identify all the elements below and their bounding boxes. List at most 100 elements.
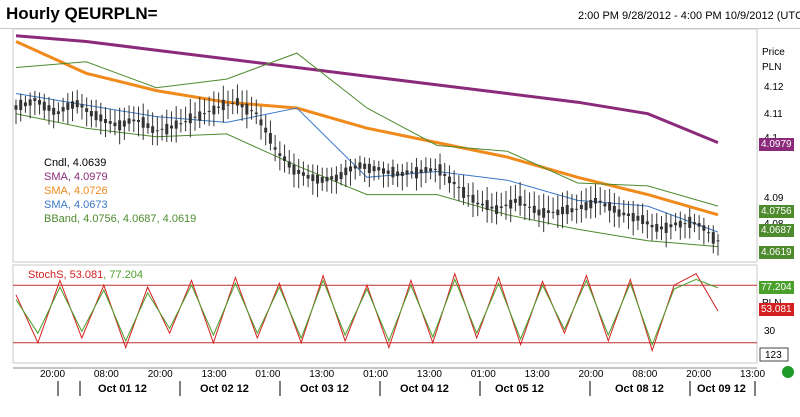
candle-body bbox=[650, 224, 654, 228]
candle-body bbox=[669, 224, 673, 228]
legend-sma-3: SMA, 4.0673 bbox=[44, 199, 108, 211]
candle-body bbox=[165, 123, 169, 135]
candle-body bbox=[235, 98, 239, 106]
candle-body bbox=[104, 119, 108, 124]
candle-body bbox=[155, 130, 159, 132]
candle-body bbox=[584, 202, 588, 211]
candle-body bbox=[94, 111, 98, 121]
candle-body bbox=[391, 166, 395, 178]
x-tick-time: 01:00 bbox=[471, 369, 496, 380]
candle-body bbox=[424, 167, 428, 173]
candle-body bbox=[674, 222, 678, 226]
candle-body bbox=[99, 114, 103, 122]
candle-body bbox=[118, 120, 122, 131]
candle-body bbox=[349, 166, 353, 172]
candle-body bbox=[193, 116, 197, 118]
candle-body bbox=[132, 119, 136, 122]
x-tick-day: Oct 05 12 bbox=[495, 383, 544, 395]
candle-body bbox=[419, 169, 423, 174]
candle-body bbox=[509, 199, 513, 209]
price-plot bbox=[14, 34, 720, 256]
tag-bband-lower: 4.0619 bbox=[759, 246, 794, 259]
candle-body bbox=[579, 204, 583, 210]
candle-body bbox=[221, 99, 225, 111]
candle-body bbox=[339, 172, 343, 180]
candle-body bbox=[678, 220, 682, 228]
sma-1-line bbox=[15, 34, 719, 144]
candle-body bbox=[537, 209, 541, 216]
candle-body bbox=[372, 166, 376, 172]
candle-body bbox=[14, 105, 18, 110]
status-indicator-icon bbox=[782, 366, 794, 378]
candle-body bbox=[655, 224, 659, 232]
sma-2-line bbox=[15, 40, 719, 217]
stoch-k-line bbox=[15, 272, 719, 353]
candle-body bbox=[179, 123, 183, 125]
stoch-panel-frame bbox=[12, 264, 758, 364]
candle-body bbox=[273, 147, 277, 150]
x-tick-time: 20:00 bbox=[578, 369, 603, 380]
candle-body bbox=[405, 170, 409, 175]
candle-body bbox=[707, 232, 711, 234]
tag-stoch-d: 77.204 bbox=[759, 281, 794, 294]
candle-body bbox=[198, 111, 202, 121]
y-axis-currency-label: PLN bbox=[762, 62, 781, 73]
candle-body bbox=[358, 162, 362, 169]
candle-body bbox=[702, 225, 706, 231]
candle-body bbox=[513, 198, 517, 203]
x-tick-day: Oct 03 12 bbox=[300, 383, 349, 395]
candle-body bbox=[476, 202, 480, 205]
x-tick-time: 13:00 bbox=[417, 369, 442, 380]
candle-body bbox=[523, 203, 527, 206]
price-panel-frame bbox=[12, 28, 758, 263]
candle-body bbox=[108, 121, 112, 124]
candle-body bbox=[697, 223, 701, 227]
candle-body bbox=[23, 102, 27, 107]
candle-body bbox=[664, 222, 668, 233]
candle-body bbox=[353, 165, 357, 169]
candle-body bbox=[556, 209, 560, 216]
candle-body bbox=[499, 206, 503, 208]
candle-body bbox=[570, 208, 574, 213]
legend-candle: Cndl, 4.0639 bbox=[44, 157, 107, 169]
candle-body bbox=[504, 204, 508, 207]
candle-body bbox=[311, 174, 315, 182]
stoch-scale-box-label: 123 bbox=[765, 350, 782, 361]
candle-body bbox=[386, 170, 390, 174]
tag-sma-1: 4.0979 bbox=[759, 138, 794, 151]
candle-body bbox=[617, 209, 621, 217]
y-tick: 4.09 bbox=[764, 193, 784, 204]
candle-body bbox=[188, 113, 192, 124]
candle-body bbox=[334, 174, 338, 182]
legend-bband: BBand, 4.0756, 4.0687, 4.0619 bbox=[44, 213, 197, 225]
candle-body bbox=[546, 210, 550, 213]
x-tick-time: 08:00 bbox=[632, 369, 657, 380]
stoch-scale-box[interactable] bbox=[759, 347, 789, 362]
candle-body bbox=[217, 106, 221, 108]
x-tick-day: Oct 01 12 bbox=[98, 383, 147, 395]
candle-body bbox=[151, 126, 155, 133]
x-tick-time: 13:00 bbox=[525, 369, 550, 380]
candle-body bbox=[471, 194, 475, 203]
x-tick-day: Oct 09 12 bbox=[697, 383, 746, 395]
candle-body bbox=[316, 174, 320, 184]
candle-body bbox=[56, 111, 60, 115]
x-tick-day: Oct 08 12 bbox=[615, 383, 664, 395]
candle-body bbox=[306, 174, 310, 179]
bband-upper-line bbox=[15, 52, 719, 207]
candle-body bbox=[594, 197, 598, 204]
candle-body bbox=[612, 205, 616, 213]
candle-body bbox=[301, 172, 305, 176]
x-tick-day: Oct 02 12 bbox=[200, 383, 249, 395]
candle-body bbox=[683, 223, 687, 225]
candle-body bbox=[297, 169, 301, 174]
y-axis-unit-label: Price bbox=[762, 47, 785, 58]
candle-body bbox=[631, 213, 635, 222]
stoch-y-tick: 30 bbox=[764, 326, 776, 337]
candle-body bbox=[528, 206, 532, 208]
candle-body bbox=[575, 208, 579, 210]
candle-body bbox=[641, 215, 645, 225]
candle-body bbox=[169, 125, 173, 129]
candle-body bbox=[626, 213, 630, 216]
